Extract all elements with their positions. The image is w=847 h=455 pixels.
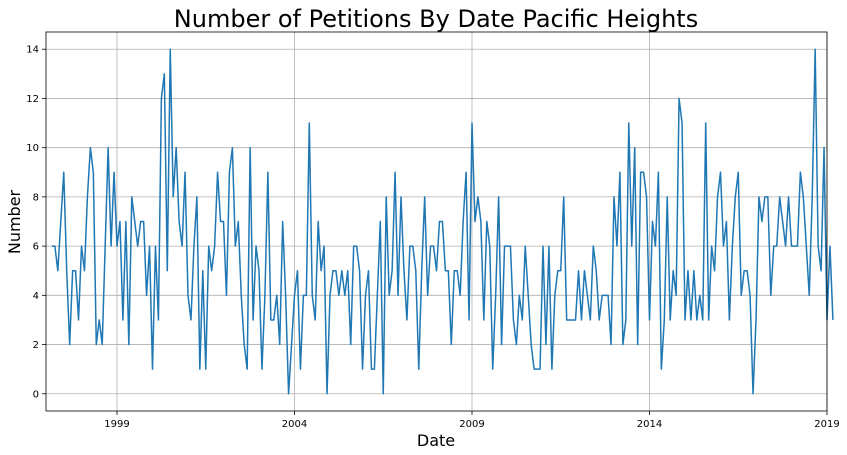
- y-axis-ticks: 0 2 4 6 8 10 12 14: [26, 45, 46, 400]
- x-tick-label: 2004: [282, 419, 307, 430]
- y-tick-label: 14: [26, 45, 39, 56]
- y-tick-label: 0: [33, 389, 39, 400]
- y-tick-label: 4: [33, 291, 39, 302]
- x-axis-label: Date: [417, 431, 455, 450]
- x-axis-ticks: 1999 2004 2009 2014 2019: [104, 411, 840, 430]
- y-tick-label: 2: [33, 340, 39, 351]
- x-tick-label: 1999: [104, 419, 129, 430]
- x-tick-label: 2019: [814, 419, 839, 430]
- x-tick-label: 2009: [459, 419, 484, 430]
- plot-frame: [45, 31, 828, 412]
- series-line-petitions: [51, 48, 834, 395]
- x-tick-label: 2014: [637, 419, 662, 430]
- y-tick-label: 12: [26, 94, 39, 105]
- y-tick-label: 10: [26, 143, 39, 154]
- y-tick-label: 6: [33, 242, 39, 253]
- chart-title: Number of Petitions By Date Pacific Heig…: [174, 5, 698, 33]
- y-tick-label: 8: [33, 192, 39, 203]
- y-axis-label: Number: [5, 189, 24, 254]
